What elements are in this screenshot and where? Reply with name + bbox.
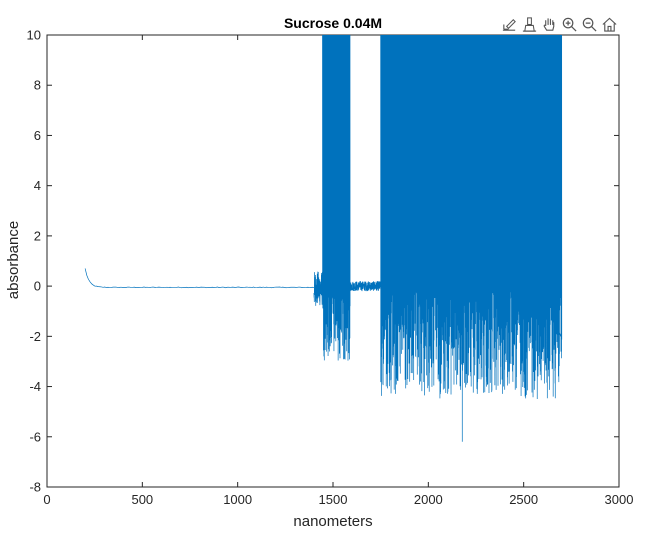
y-tick-label: -4	[29, 379, 41, 394]
home-icon[interactable]	[600, 14, 618, 34]
axes-edit-icon[interactable]	[500, 14, 518, 34]
pan-hand-icon[interactable]	[540, 14, 558, 34]
y-tick-label: -2	[29, 329, 41, 344]
series-0-segment-3	[349, 281, 381, 292]
x-tick-label: 500	[131, 492, 153, 507]
series-0-segment-0	[84, 268, 314, 289]
chart-title: Sucrose 0.04M	[284, 15, 382, 31]
figure-toolbar	[500, 14, 618, 34]
y-tick-label: 10	[27, 28, 41, 43]
x-tick-label: 2000	[414, 492, 443, 507]
data-layer	[84, 35, 563, 442]
x-tick-label: 0	[43, 492, 50, 507]
zoom-out-icon[interactable]	[580, 14, 598, 34]
y-tick-label: 4	[34, 178, 41, 193]
x-tick-label: 3000	[605, 492, 634, 507]
x-tick-label: 1500	[319, 492, 348, 507]
y-tick-label: 8	[34, 78, 41, 93]
series-0-segment-4	[380, 35, 563, 442]
x-axis-label: nanometers	[293, 513, 372, 530]
x-tick-label: 2500	[509, 492, 538, 507]
axes: 0 500 1000 1500 2000 2500 3000 -8 -6 -4 -2 0 2 4 6 8 10	[27, 28, 634, 508]
zoom-in-icon[interactable]	[560, 14, 578, 34]
brush-icon[interactable]	[520, 14, 538, 34]
y-tick-label: 2	[34, 228, 41, 243]
y-tick-label: -6	[29, 429, 41, 444]
y-tick-label: 0	[34, 279, 41, 294]
series-0-segment-2	[322, 35, 351, 361]
series-0	[84, 35, 563, 442]
y-tick-label: 6	[34, 128, 41, 143]
y-axis-label: absorbance	[5, 221, 22, 299]
y-tick-label: -8	[29, 480, 41, 495]
series-0-segment-1	[313, 271, 323, 306]
x-tick-label: 1000	[223, 492, 252, 507]
